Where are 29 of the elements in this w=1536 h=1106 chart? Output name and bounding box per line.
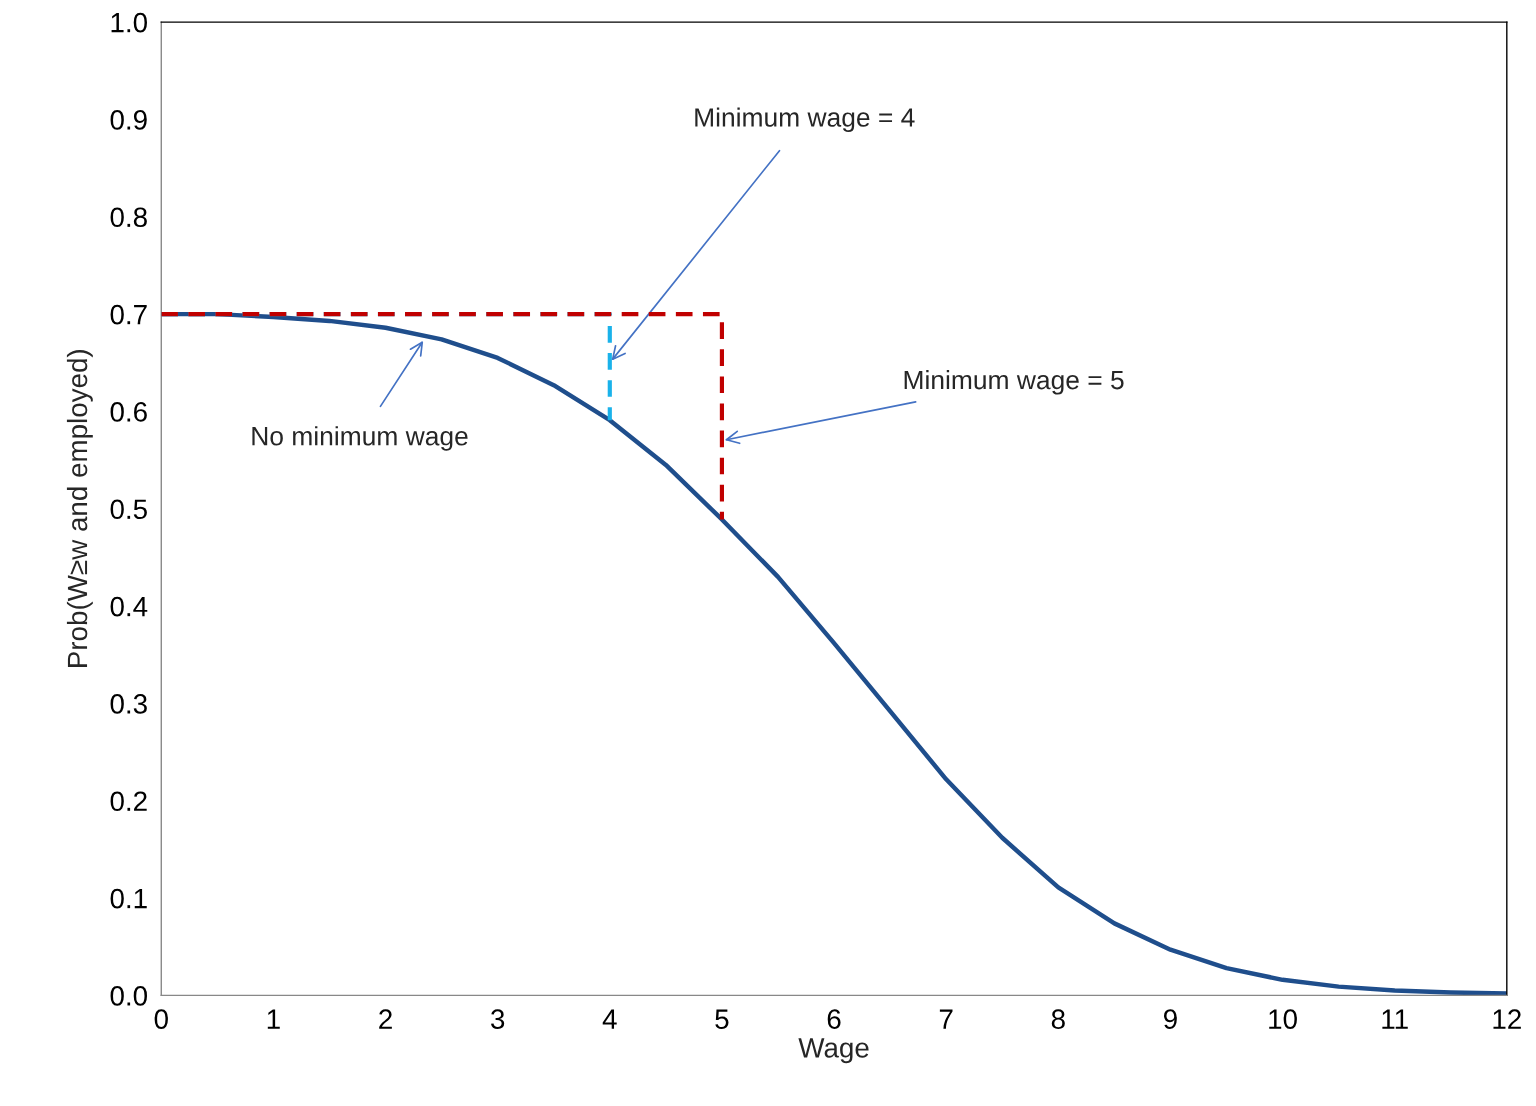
y-tick-label: 0.9 [110,110,147,130]
y-tick-label: 0.8 [110,207,147,228]
x-tick-label: 0 [154,1009,168,1029]
y-tick-label: 0.5 [110,499,147,520]
x-tick-label: 7 [939,1009,953,1029]
y-tick-label: 0.0 [110,986,147,1006]
x-tick-label: 2 [379,1009,392,1029]
x-tick-label: 10 [1269,1009,1297,1029]
x-tick-label: 6 [827,1009,841,1029]
annotation: No minimum wage [252,426,468,451]
y-tick-label: 0.3 [110,694,147,714]
x-tick-label: 1 [267,1009,280,1029]
y-tick-label: 0.1 [110,888,147,909]
x-tick-label: 3 [491,1009,505,1029]
annotation: Minimum wage = 4 [695,107,915,133]
x-tick-label: 4 [602,1009,617,1029]
y-tick-label: 1.0 [111,12,147,33]
x-tick-label: 11 [1382,1009,1408,1029]
x-tick-label: 12 [1493,1009,1521,1029]
y-axis-title: Prob(W≥w and employed) [66,350,93,667]
annotation: Minimum wage = 5 [904,370,1124,395]
x-tick-label: 8 [1051,1009,1065,1029]
y-tick-label: 0.6 [110,402,147,422]
x-tick-label: 9 [1164,1009,1177,1029]
x-tick-label: 5 [715,1009,729,1029]
y-tick-label: 0.7 [110,304,147,325]
y-tick-label: 0.2 [110,791,147,812]
y-tick-label: 0.4 [110,596,148,617]
x-axis-title: Wage [798,1038,869,1064]
